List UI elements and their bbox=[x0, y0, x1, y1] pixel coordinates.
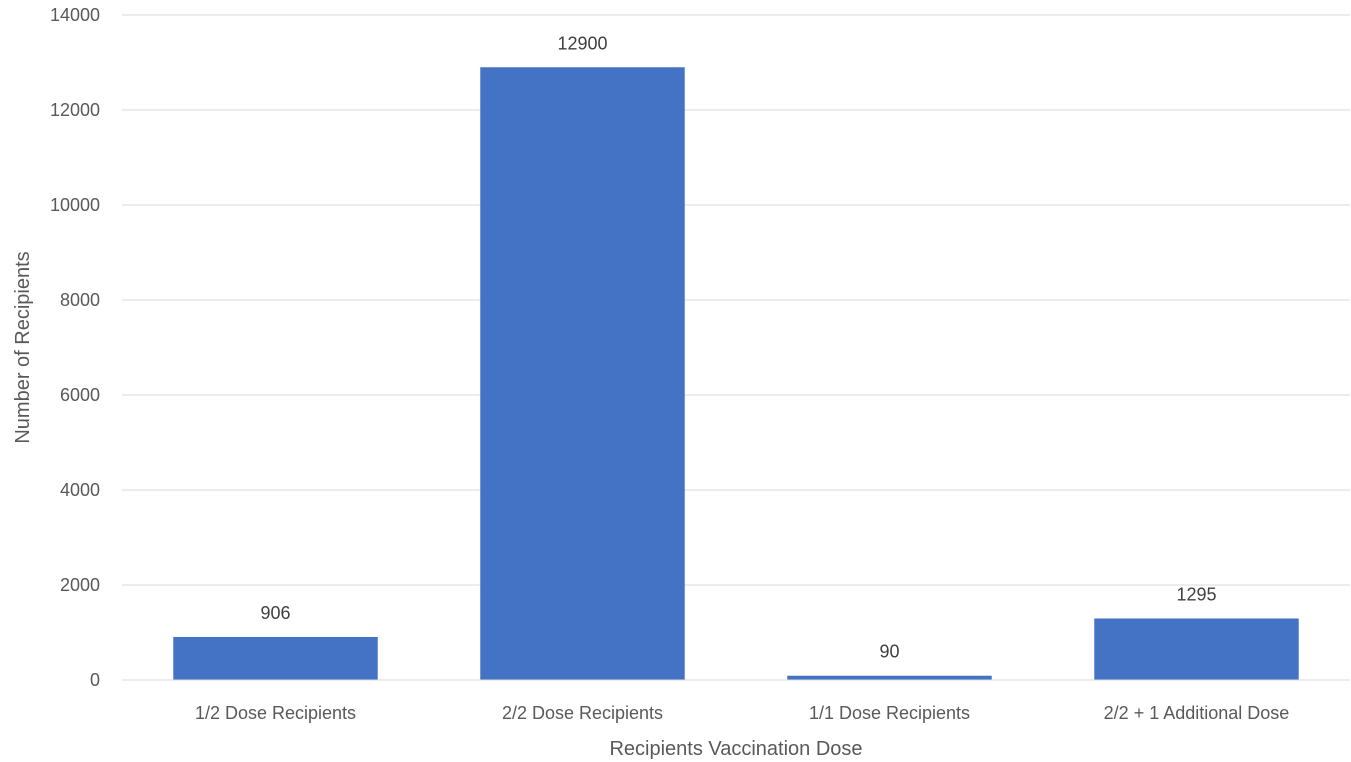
y-tick-label: 10000 bbox=[50, 195, 100, 215]
x-tick-label: 2/2 + 1 Additional Dose bbox=[1104, 703, 1290, 723]
x-tick-label: 2/2 Dose Recipients bbox=[502, 703, 663, 723]
bar-data-label: 12900 bbox=[557, 33, 607, 53]
y-tick-label: 12000 bbox=[50, 100, 100, 120]
bars bbox=[173, 67, 1299, 680]
y-tick-label: 0 bbox=[90, 670, 100, 690]
x-axis-ticks: 1/2 Dose Recipients 2/2 Dose Recipients 1/… bbox=[195, 703, 1289, 723]
x-axis-title: Recipients Vaccination Dose bbox=[609, 738, 862, 760]
bar-data-label: 1295 bbox=[1176, 584, 1216, 604]
bar-data-label: 906 bbox=[260, 603, 290, 623]
gridlines bbox=[122, 14, 1350, 586]
bar bbox=[1094, 618, 1299, 680]
x-tick-label: 1/1 Dose Recipients bbox=[809, 703, 970, 723]
y-tick-label: 14000 bbox=[50, 5, 100, 25]
y-axis-title: Number of Recipients bbox=[12, 251, 34, 443]
bar-data-label: 90 bbox=[879, 642, 899, 662]
y-tick-label: 2000 bbox=[60, 575, 100, 595]
bar bbox=[787, 675, 992, 680]
y-tick-label: 8000 bbox=[60, 290, 100, 310]
data-labels: 906 12900 90 1295 bbox=[260, 33, 1216, 661]
y-tick-label: 4000 bbox=[60, 480, 100, 500]
bar bbox=[173, 636, 378, 680]
x-tick-label: 1/2 Dose Recipients bbox=[195, 703, 356, 723]
bar bbox=[480, 67, 685, 680]
y-tick-label: 6000 bbox=[60, 385, 100, 405]
y-axis-ticks: 0 2000 4000 6000 8000 10000 12000 14000 bbox=[50, 5, 100, 690]
